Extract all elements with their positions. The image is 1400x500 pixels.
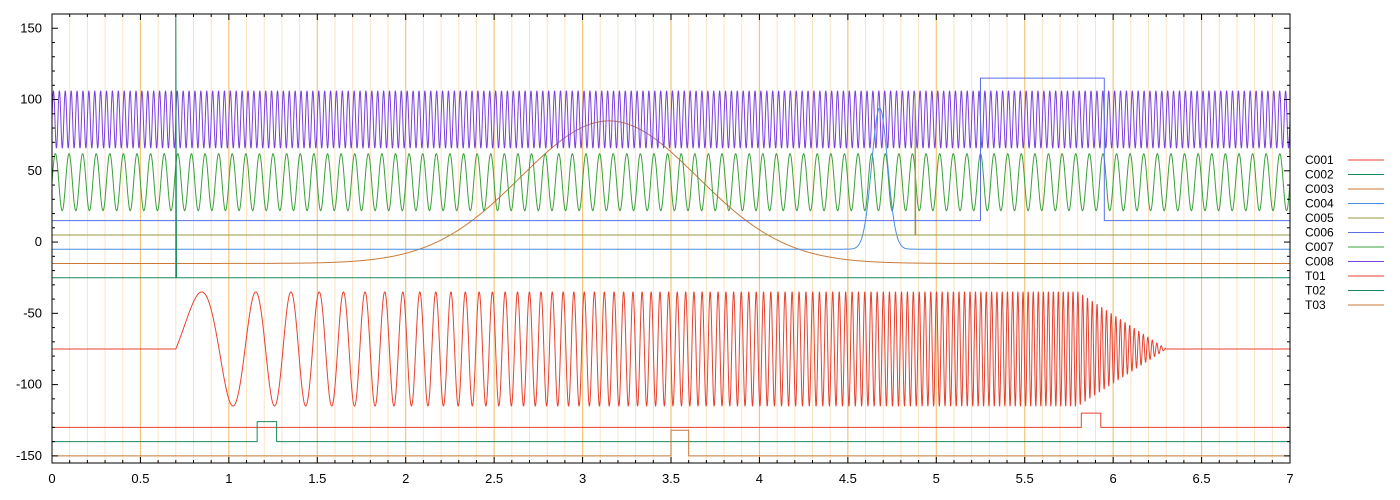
x-tick-label: 1: [225, 471, 232, 486]
y-tick-label: 150: [20, 20, 42, 35]
series-c008: [51, 90, 1291, 149]
x-tick-label: 6: [1110, 471, 1117, 486]
x-tick-label: 4.5: [839, 471, 857, 486]
series-c001: [51, 291, 1291, 407]
x-tick-label: 3: [579, 471, 586, 486]
y-tick-label: -50: [23, 305, 42, 320]
y-tick-label: 100: [20, 92, 42, 107]
y-tick-label: 50: [28, 163, 42, 178]
x-tick-label: 7: [1286, 471, 1293, 486]
y-tick-label: -100: [16, 377, 42, 392]
legend-label-c002: C002: [1305, 168, 1334, 182]
x-tick-label: 6.5: [1193, 471, 1211, 486]
x-tick-label: 4: [756, 471, 763, 486]
legend-label-c005: C005: [1305, 211, 1334, 225]
legend-label-c008: C008: [1305, 255, 1334, 269]
series-layer: [51, 13, 1291, 457]
x-tick-label: 5.5: [1016, 471, 1034, 486]
series-c006: [52, 77, 1290, 222]
x-tick-label: 0: [48, 471, 55, 486]
x-tick-label: 3.5: [662, 471, 680, 486]
series-c003: [51, 120, 1291, 264]
x-tick-label: 0.5: [131, 471, 149, 486]
x-tick-label: 5: [933, 471, 940, 486]
series-c005: [52, 93, 1290, 236]
legend-label-c006: C006: [1305, 226, 1334, 240]
series-c007: [51, 153, 1291, 212]
series-t03: [52, 429, 1290, 457]
x-tick-label: 1.5: [308, 471, 326, 486]
legend-label-c007: C007: [1305, 240, 1334, 254]
legend-label-t03: T03: [1305, 298, 1326, 312]
legend-label-c004: C004: [1305, 197, 1334, 211]
axis-ticks: [51, 14, 1291, 463]
legend-label-c003: C003: [1305, 182, 1334, 196]
y-tick-labels: 150 100 50 0 -50 -100 -150: [16, 20, 42, 463]
legend-label-t02: T02: [1305, 284, 1326, 298]
series-t02: [52, 421, 1290, 443]
legend-label-t01: T01: [1305, 269, 1326, 283]
x-tick-label: 2: [402, 471, 409, 486]
series-t01: [52, 412, 1290, 428]
series-c004: [51, 107, 1291, 250]
legend-label-c001: C001: [1305, 153, 1334, 167]
legend: C001C002C003C004C005C006C007C008T01T02T0…: [1305, 153, 1384, 312]
x-tick-label: 2.5: [485, 471, 503, 486]
y-tick-label: -150: [16, 448, 42, 463]
y-tick-label: 0: [35, 234, 42, 249]
x-tick-labels: 0 0.5 1 1.5 2 2.5 3 3.5 4 4.5 5 5.5 6 6.5 7: [48, 471, 1293, 486]
grid: [69, 14, 1273, 463]
